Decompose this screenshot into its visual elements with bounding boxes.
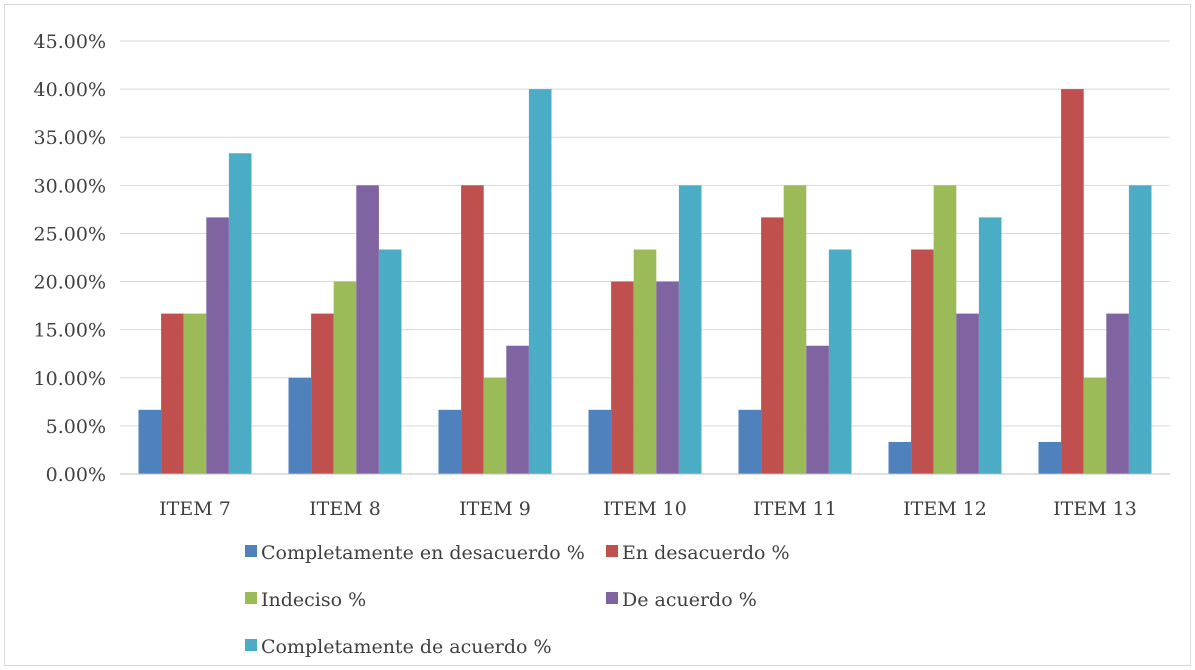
bar	[888, 441, 912, 474]
legend-label: De acuerdo %	[622, 589, 757, 611]
bar	[206, 217, 229, 474]
bar	[483, 377, 507, 474]
bar	[783, 185, 807, 474]
bar	[1083, 377, 1107, 474]
y-tick-label: 40.00%	[34, 79, 106, 101]
legend: Completamente en desacuerdo % En desacuer…	[245, 542, 790, 658]
legend-item: Completamente en desacuerdo %	[245, 542, 585, 564]
bar	[911, 249, 934, 474]
bar	[161, 313, 184, 474]
legend-item: Indeciso %	[245, 589, 366, 611]
bar	[738, 409, 762, 474]
bar	[1106, 313, 1129, 474]
y-tick-label: 35.00%	[34, 127, 106, 149]
y-tick-label: 30.00%	[34, 175, 106, 197]
y-tick-label: 20.00%	[34, 272, 106, 294]
bar	[228, 153, 252, 475]
bar	[378, 249, 402, 474]
bar	[311, 313, 334, 474]
x-tick-label: ITEM 11	[753, 498, 837, 520]
bar	[656, 281, 679, 474]
y-tick-label: 5.00%	[46, 416, 106, 438]
bar	[611, 281, 634, 474]
bar	[438, 409, 462, 474]
legend-item: En desacuerdo %	[606, 542, 790, 564]
y-tick-label: 15.00%	[34, 320, 106, 342]
x-tick-label: ITEM 7	[159, 498, 231, 520]
y-tick-label: 45.00%	[34, 31, 106, 53]
y-tick-label: 0.00%	[46, 464, 106, 486]
legend-label: Completamente de acuerdo %	[261, 636, 552, 658]
bar	[678, 185, 702, 474]
bars	[138, 89, 1152, 475]
legend-label: Completamente en desacuerdo %	[261, 542, 585, 564]
bar	[1061, 89, 1084, 475]
legend-swatch	[606, 545, 618, 557]
legend-swatch	[245, 639, 257, 651]
y-tick-label: 10.00%	[34, 368, 106, 390]
legend-label: En desacuerdo %	[622, 542, 790, 564]
legend-swatch	[245, 545, 257, 557]
bar	[356, 185, 379, 474]
bar	[506, 345, 529, 474]
bar	[1038, 441, 1062, 474]
bar	[288, 377, 312, 474]
legend-item: Completamente de acuerdo %	[245, 636, 552, 658]
bar	[183, 313, 207, 474]
x-tick-label: ITEM 8	[309, 498, 381, 520]
bar	[461, 185, 484, 474]
bar	[588, 409, 612, 474]
legend-label: Indeciso %	[261, 589, 366, 611]
legend-swatch	[606, 592, 618, 604]
x-tick-label: ITEM 13	[1053, 498, 1137, 520]
bar	[956, 313, 979, 474]
legend-item: De acuerdo %	[606, 589, 757, 611]
bar	[1128, 185, 1152, 474]
bar	[806, 345, 829, 474]
axes: 0.00% 5.00% 10.00% 15.00% 20.00% 25.00% 30.00%…	[34, 31, 1170, 520]
legend-swatch	[245, 592, 257, 604]
bar	[528, 89, 552, 475]
x-tick-label: ITEM 12	[903, 498, 987, 520]
x-tick-label: ITEM 9	[459, 498, 531, 520]
bar	[138, 409, 162, 474]
y-tick-label: 25.00%	[34, 223, 106, 245]
x-tick-label: ITEM 10	[603, 498, 687, 520]
bar	[828, 249, 852, 474]
bar	[933, 185, 957, 474]
bar	[633, 249, 657, 474]
bar	[978, 217, 1002, 474]
bar	[333, 281, 357, 474]
bar	[761, 217, 784, 474]
